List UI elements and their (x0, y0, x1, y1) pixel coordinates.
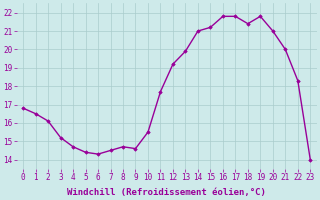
X-axis label: Windchill (Refroidissement éolien,°C): Windchill (Refroidissement éolien,°C) (67, 188, 266, 197)
